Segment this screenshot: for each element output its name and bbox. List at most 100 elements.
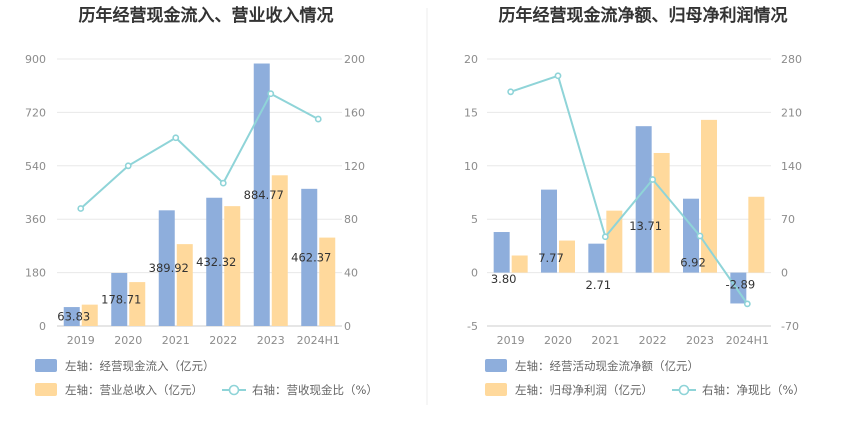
- line-point: [507, 88, 515, 96]
- x-tick-label: 2019: [67, 334, 95, 347]
- legend-swatch: [35, 359, 57, 372]
- line-point: [649, 176, 657, 183]
- bar: [701, 119, 717, 273]
- line-point: [554, 72, 562, 80]
- legend-label: 右轴：营收现金比（%）: [252, 383, 378, 397]
- line-point: [696, 232, 704, 240]
- y-right-tick-label: 120: [344, 160, 365, 173]
- line-point: [77, 205, 85, 212]
- y-right-tick-label: 140: [781, 160, 802, 173]
- x-tick-label: 2020: [544, 334, 572, 347]
- bar: [271, 175, 288, 326]
- y-left-tick-label: 360: [25, 213, 46, 226]
- line-point: [172, 134, 180, 142]
- chart-title: 历年经营现金流净额、归母净利润情况: [499, 5, 788, 26]
- x-tick-label: 2021: [591, 334, 619, 347]
- line-point: [267, 90, 275, 98]
- x-tick-label: 2022: [639, 334, 667, 347]
- y-right-tick-label: 160: [344, 106, 365, 119]
- y-left-tick-label: 5: [471, 213, 478, 226]
- legend-swatch: [485, 383, 507, 396]
- x-tick-label: 2019: [497, 334, 525, 347]
- bar: [748, 196, 765, 273]
- legend-swatch: [35, 383, 57, 396]
- bar: [224, 206, 241, 326]
- data-label: 2.71: [586, 278, 612, 292]
- bar: [683, 198, 699, 273]
- y-left-tick-label: -5: [467, 320, 478, 333]
- y-right-tick-label: -70: [781, 320, 799, 333]
- y-left-tick-label: 10: [464, 160, 478, 173]
- bar: [158, 210, 175, 326]
- y-left-tick-label: 0: [39, 320, 46, 333]
- bar: [493, 232, 510, 273]
- legend-label: 右轴：净现比（%）: [702, 383, 805, 397]
- bar: [319, 237, 336, 326]
- bar: [63, 307, 80, 326]
- y-right-tick-label: 210: [781, 106, 802, 119]
- bar: [253, 63, 270, 326]
- y-left-tick-label: 15: [464, 106, 478, 119]
- line-point: [743, 300, 751, 308]
- data-label: 432.32: [196, 255, 236, 269]
- y-right-tick-label: 200: [344, 53, 365, 66]
- x-tick-label: 2023: [257, 334, 285, 347]
- legend-label: 左轴：经营活动现金流净额（亿元）: [515, 359, 699, 373]
- bar: [176, 244, 193, 326]
- x-tick-label: 2021: [162, 334, 190, 347]
- data-label: 178.71: [101, 292, 141, 306]
- y-left-tick-label: 540: [25, 160, 46, 173]
- x-tick-label: 2020: [114, 334, 142, 347]
- y-left-tick-label: 720: [25, 106, 46, 119]
- bar: [541, 189, 557, 273]
- chart-cash-inflow-revenue: 历年经营现金流入、营业收入情况 0 180 360 540 720 900 0 40 80 120…: [25, 5, 378, 397]
- line-point: [219, 179, 227, 187]
- data-label: 6.92: [680, 255, 706, 269]
- bar: [606, 210, 623, 273]
- y-right-tick-label: 80: [344, 213, 358, 226]
- line-point: [314, 115, 322, 123]
- data-label: 63.83: [57, 310, 90, 324]
- legend-label: 左轴：经营现金流入（亿元）: [65, 359, 215, 373]
- x-tick-label: 2024H1: [297, 334, 340, 347]
- data-label: 389.92: [149, 261, 189, 275]
- legend-line-marker: [228, 384, 240, 396]
- line-point: [601, 233, 609, 241]
- bar: [81, 304, 98, 326]
- bar: [511, 255, 528, 273]
- legend-label: 左轴：归母净利润（亿元）: [515, 383, 653, 397]
- legend-label: 左轴：营业总收入（亿元）: [65, 383, 203, 397]
- y-left-tick-label: 20: [464, 53, 478, 66]
- bar: [559, 240, 575, 273]
- data-label: 3.80: [491, 272, 517, 286]
- bar: [206, 197, 223, 326]
- bar: [129, 282, 146, 326]
- x-tick-label: 2022: [209, 334, 237, 347]
- x-tick-label: 2024H1: [726, 334, 769, 347]
- y-right-tick-label: 40: [344, 267, 358, 280]
- series-line: [80, 92, 319, 210]
- data-label: 13.71: [629, 219, 662, 233]
- legend-swatch: [485, 359, 507, 372]
- line-point: [124, 162, 132, 170]
- bar: [301, 188, 318, 326]
- data-label: 462.37: [291, 250, 331, 264]
- y-left-tick-label: 0: [471, 267, 478, 280]
- bar: [111, 272, 128, 326]
- y-left-tick-label: 180: [25, 267, 46, 280]
- y-left-tick-label: 900: [25, 53, 46, 66]
- y-right-tick-label: 280: [781, 53, 802, 66]
- data-label: 7.77: [538, 251, 564, 265]
- y-right-tick-label: 70: [781, 213, 795, 226]
- bar: [653, 152, 670, 273]
- y-right-tick-label: 0: [344, 320, 351, 333]
- data-label: 884.77: [244, 188, 284, 202]
- bar: [588, 243, 605, 273]
- y-right-tick-label: 0: [781, 267, 788, 280]
- legend-line-marker: [678, 384, 690, 396]
- bar: [635, 126, 652, 273]
- chart-title: 历年经营现金流入、营业收入情况: [79, 5, 334, 26]
- chart-net-cashflow-profit: 历年经营现金流净额、归母净利润情况 -5 0 5 10 15 20 -70 0 70 140 210…: [464, 5, 805, 397]
- x-tick-label: 2023: [686, 334, 714, 347]
